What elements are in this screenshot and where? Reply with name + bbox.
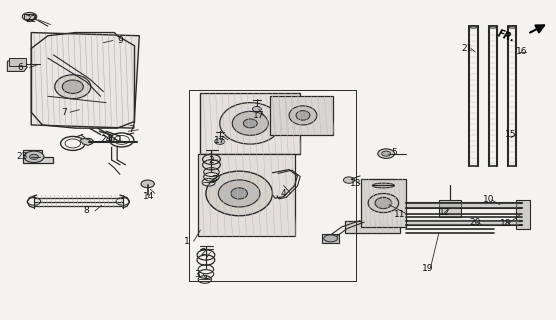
Text: 7: 7: [62, 108, 67, 117]
Text: 8: 8: [84, 206, 90, 215]
Ellipse shape: [219, 180, 260, 207]
Text: 3: 3: [211, 175, 217, 184]
Text: 5: 5: [391, 148, 398, 156]
Text: 2: 2: [200, 248, 206, 257]
Text: 2: 2: [208, 156, 214, 164]
Ellipse shape: [62, 80, 83, 93]
Text: 3: 3: [195, 270, 201, 279]
Polygon shape: [439, 200, 461, 217]
Polygon shape: [200, 93, 300, 154]
Ellipse shape: [324, 235, 337, 242]
Circle shape: [378, 149, 394, 158]
Text: 23: 23: [16, 152, 27, 161]
Circle shape: [141, 180, 155, 188]
Text: 17: 17: [214, 136, 226, 145]
Circle shape: [215, 139, 225, 144]
Ellipse shape: [231, 188, 247, 199]
Circle shape: [24, 151, 44, 163]
Text: 11: 11: [394, 210, 406, 219]
Polygon shape: [9, 58, 26, 66]
Text: 19: 19: [422, 264, 434, 273]
Ellipse shape: [244, 119, 257, 128]
Text: 4: 4: [281, 189, 286, 198]
Circle shape: [252, 107, 261, 112]
Polygon shape: [7, 60, 27, 71]
Ellipse shape: [296, 111, 310, 120]
Circle shape: [82, 138, 93, 145]
Polygon shape: [345, 220, 400, 233]
Polygon shape: [517, 200, 530, 228]
Text: 1: 1: [183, 237, 190, 246]
Polygon shape: [80, 138, 92, 145]
Ellipse shape: [289, 106, 317, 125]
Text: FR.: FR.: [496, 28, 517, 44]
Text: 14: 14: [143, 192, 155, 201]
Circle shape: [344, 177, 355, 183]
Circle shape: [22, 12, 37, 21]
Ellipse shape: [55, 75, 91, 99]
Text: 12: 12: [439, 208, 450, 217]
Polygon shape: [322, 234, 339, 243]
Text: 17: 17: [253, 111, 264, 120]
Text: 6: 6: [18, 63, 23, 72]
Text: 7: 7: [128, 125, 134, 134]
Ellipse shape: [375, 197, 391, 209]
Polygon shape: [361, 179, 405, 227]
Ellipse shape: [206, 171, 272, 216]
Polygon shape: [197, 154, 295, 236]
Polygon shape: [31, 33, 140, 128]
Text: 16: 16: [517, 47, 528, 56]
Text: 24: 24: [101, 135, 112, 144]
Ellipse shape: [220, 103, 281, 144]
Polygon shape: [23, 150, 53, 163]
Text: 22: 22: [26, 15, 37, 24]
Ellipse shape: [368, 194, 399, 212]
Ellipse shape: [373, 183, 394, 188]
Polygon shape: [24, 14, 35, 19]
Text: 15: 15: [505, 130, 517, 139]
Text: 9: 9: [117, 36, 123, 45]
Text: 20: 20: [469, 218, 480, 227]
Text: 13: 13: [350, 180, 361, 188]
Text: 18: 18: [500, 219, 511, 228]
Text: 10: 10: [483, 195, 494, 204]
Circle shape: [382, 151, 390, 156]
Text: 21: 21: [461, 44, 472, 53]
Polygon shape: [270, 96, 334, 134]
Ellipse shape: [232, 111, 269, 135]
Circle shape: [29, 154, 38, 159]
